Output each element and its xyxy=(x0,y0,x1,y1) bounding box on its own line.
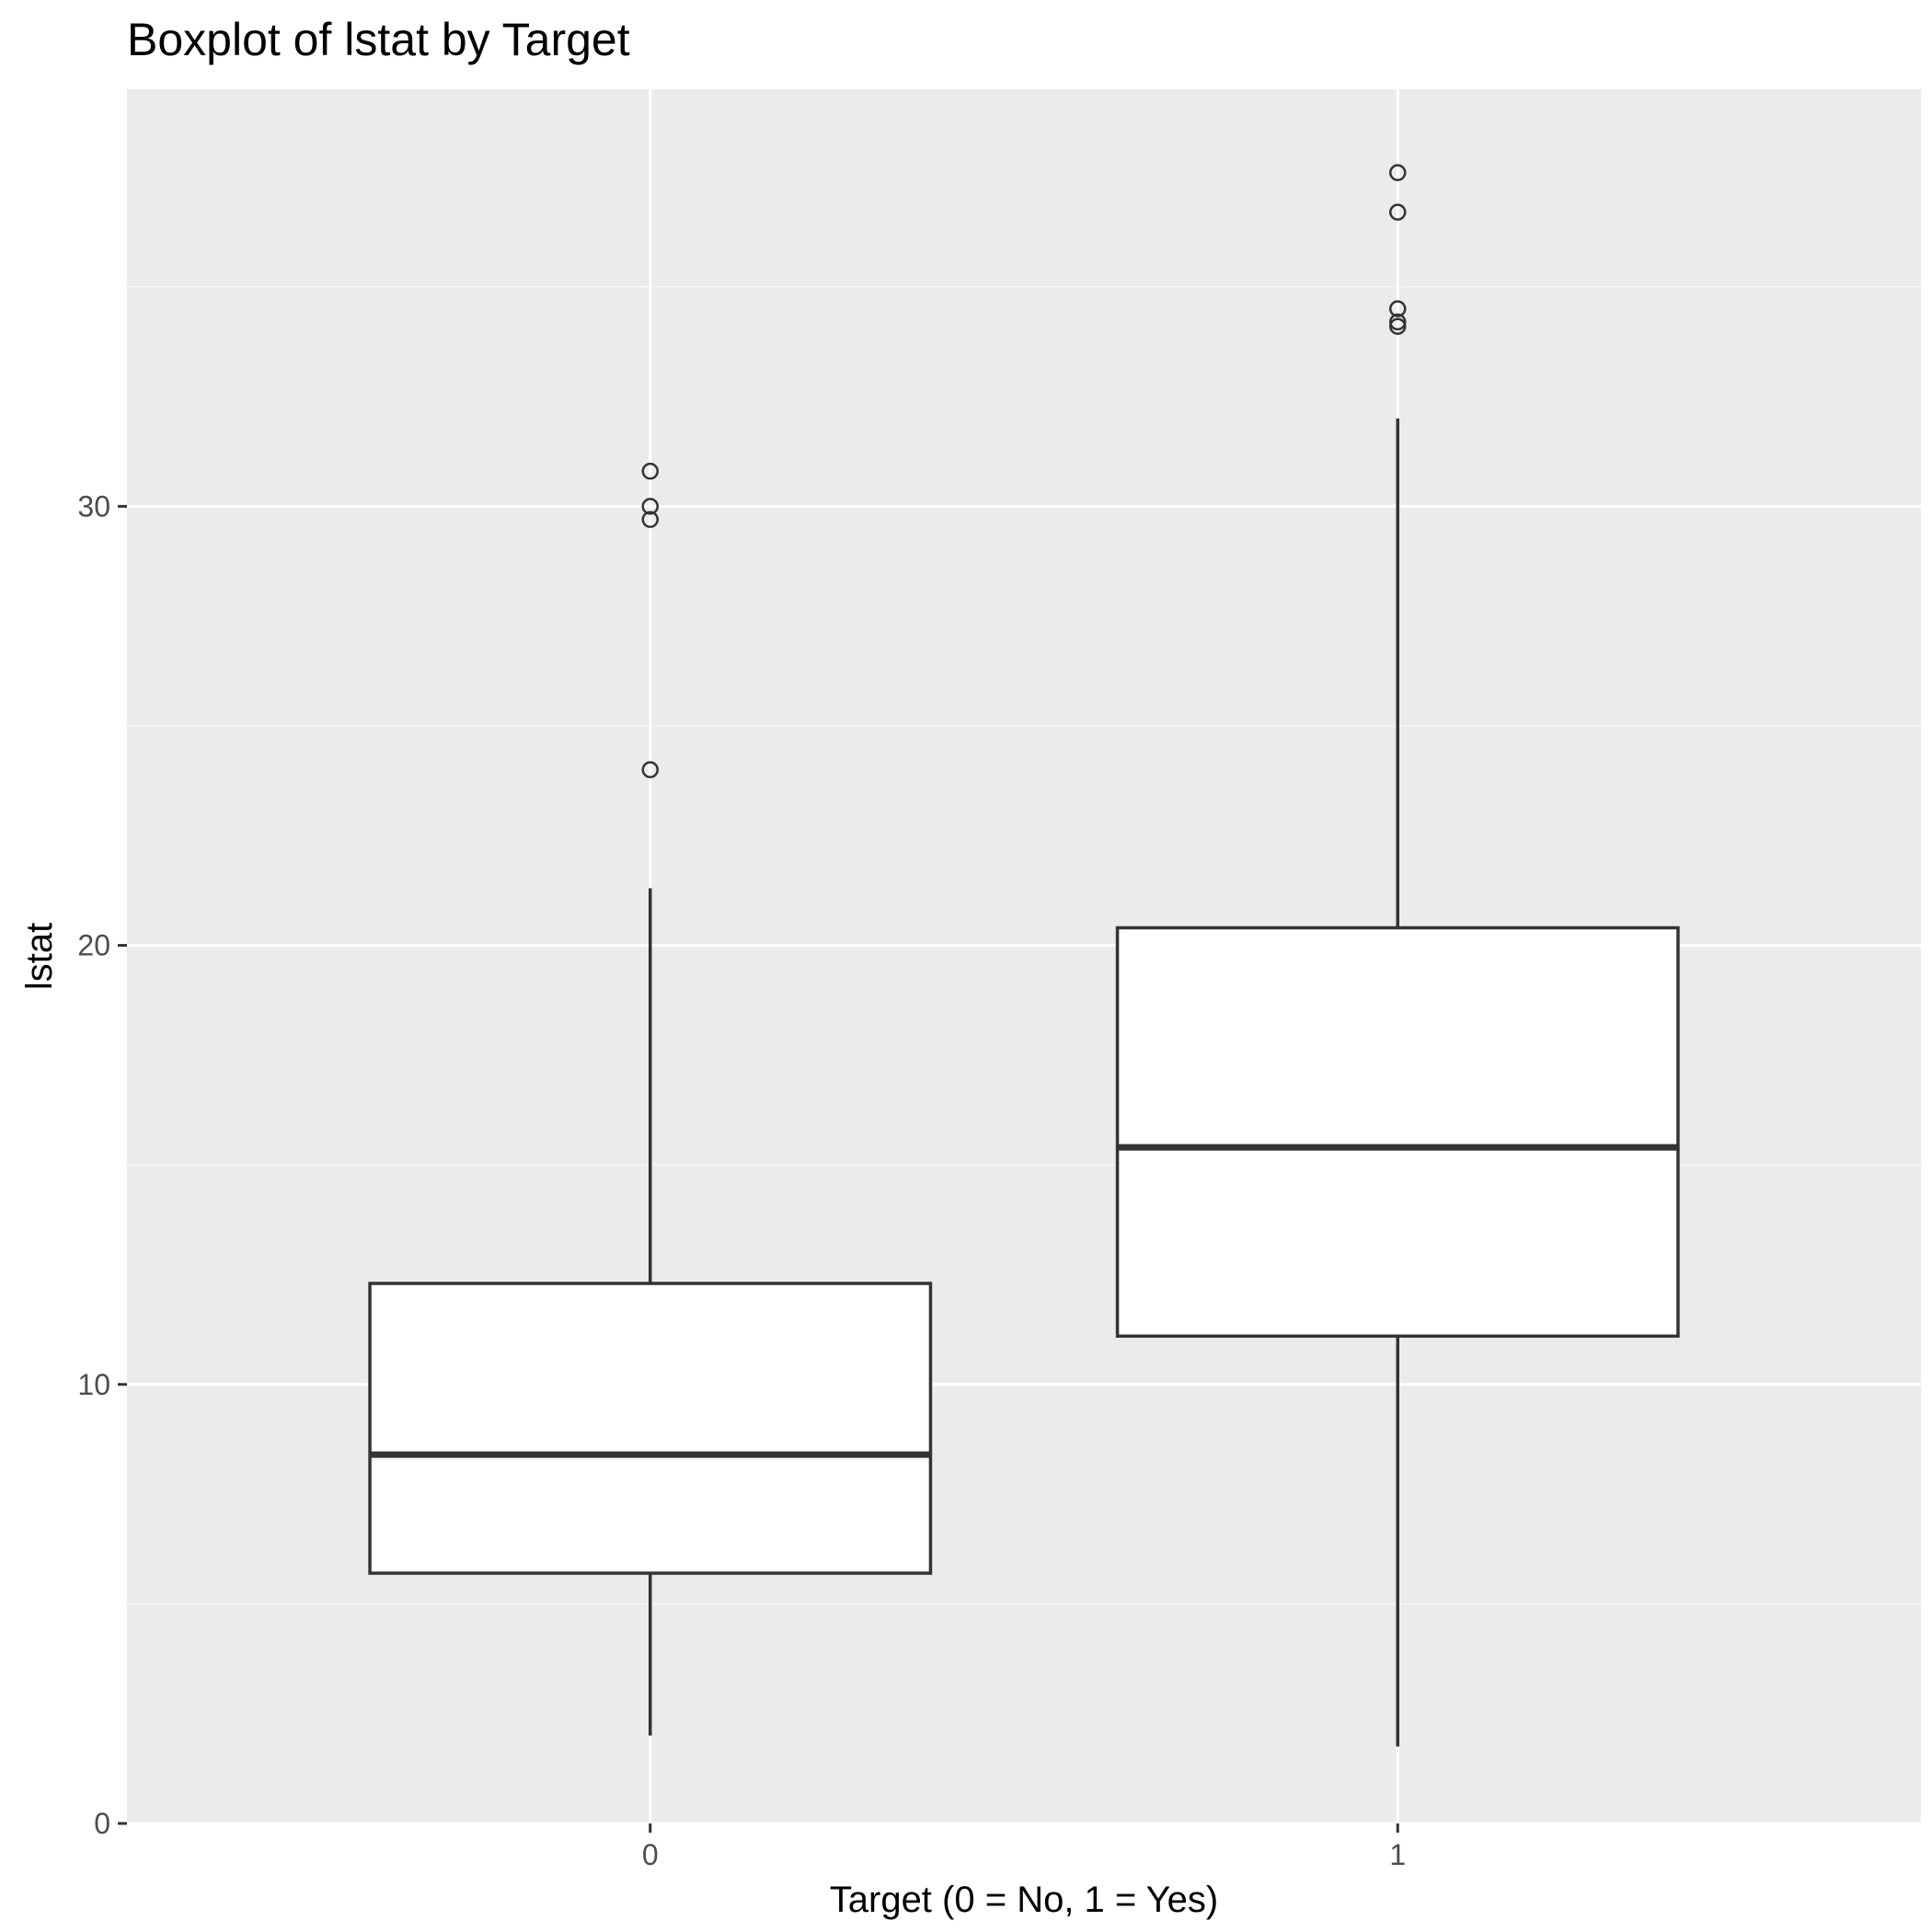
y-axis-title: lstat xyxy=(19,923,60,990)
outlier-point xyxy=(641,498,659,515)
boxes-layer xyxy=(368,164,1680,1747)
outlier-point xyxy=(1389,203,1407,221)
outlier-point xyxy=(1389,164,1407,181)
box-iqr xyxy=(368,1282,933,1575)
outlier-point xyxy=(1389,300,1407,317)
x-tick-label: 1 xyxy=(1389,1838,1406,1871)
x-tick-label: 0 xyxy=(642,1838,659,1871)
y-tick-label: 30 xyxy=(77,489,110,523)
outlier-point xyxy=(641,511,659,528)
y-tick-label: 10 xyxy=(77,1368,110,1401)
axes: 0 10 20 30 0 1 xyxy=(77,489,1406,1871)
y-tick-label: 20 xyxy=(77,929,110,962)
y-tick-label: 0 xyxy=(94,1807,110,1840)
chart-title: Boxplot of lstat by Target xyxy=(127,14,630,65)
box-group-0 xyxy=(368,462,933,1736)
box-group-1 xyxy=(1115,164,1680,1747)
outlier-point xyxy=(641,462,659,480)
x-axis-title: Target (0 = No, 1 = Yes) xyxy=(830,1880,1218,1920)
outlier-point xyxy=(1389,313,1407,331)
outlier-point xyxy=(1389,317,1407,335)
box-iqr xyxy=(1115,926,1680,1339)
outlier-point xyxy=(641,761,659,778)
